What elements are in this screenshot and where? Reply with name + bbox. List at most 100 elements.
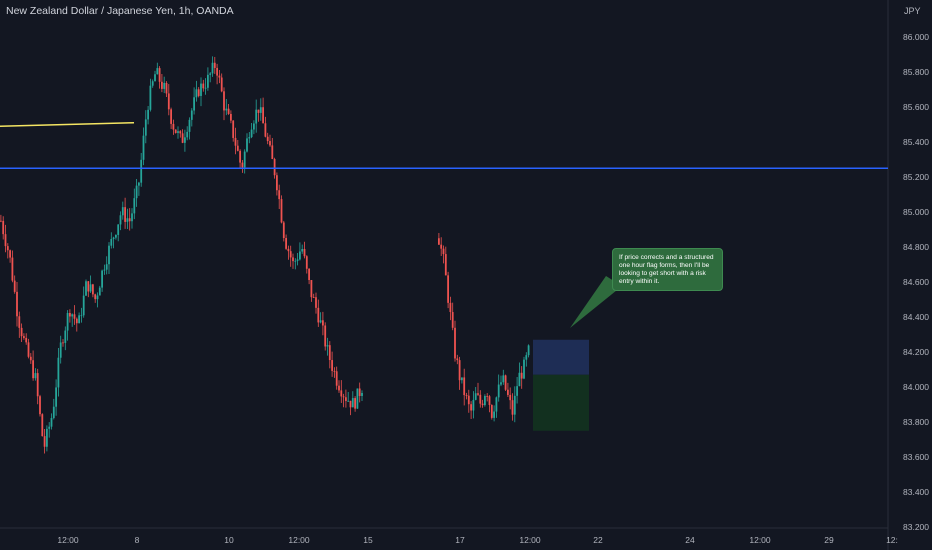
candle-body — [140, 159, 143, 183]
y-tick-label: 83.600 — [903, 452, 929, 462]
candle-body — [442, 248, 445, 255]
candle-body — [62, 342, 64, 344]
x-tick-label: 12:00 — [288, 535, 310, 545]
candle-body — [312, 297, 315, 298]
candle-body — [179, 131, 182, 134]
candle-body — [458, 360, 461, 381]
candle-body — [319, 320, 322, 323]
candle-body — [338, 385, 340, 391]
candle-body — [438, 238, 440, 245]
candle-body — [55, 387, 57, 407]
candle-body — [73, 314, 76, 319]
candle-body — [202, 83, 205, 89]
x-tick-label: 12:00 — [57, 535, 79, 545]
chart-title: New Zealand Dollar / Japanese Yen, 1h, O… — [6, 5, 234, 17]
candle-body — [193, 97, 195, 111]
candle-body — [20, 327, 23, 337]
y-tick-label: 83.800 — [903, 417, 929, 427]
candle-body — [502, 375, 505, 383]
candle-body — [71, 314, 74, 317]
candle-body — [105, 264, 108, 270]
x-tick-label: 12: — [886, 535, 898, 545]
candle-body — [520, 372, 523, 379]
candle-body — [184, 137, 186, 143]
candle-body — [177, 131, 179, 133]
candle-body — [477, 393, 479, 395]
x-tick-label: 12:00 — [519, 535, 541, 545]
candle-body — [484, 395, 486, 406]
candle-body — [18, 316, 21, 328]
candle-body — [282, 222, 285, 239]
annotation-callout[interactable]: If price corrects and a structured one h… — [612, 248, 723, 291]
candle-body — [131, 213, 133, 222]
candle-body — [465, 395, 468, 396]
y-tick-label: 83.200 — [903, 522, 929, 532]
candle-body — [101, 270, 103, 288]
candle-body — [204, 87, 207, 89]
candle-body — [472, 399, 475, 411]
trend-line — [0, 122, 135, 127]
candle-body — [158, 68, 161, 82]
candle-body — [305, 256, 308, 269]
candle-body — [331, 360, 333, 371]
candle-body — [117, 224, 120, 235]
candle-body — [110, 239, 113, 246]
x-tick-label: 24 — [685, 535, 695, 545]
candle-body — [197, 89, 200, 96]
y-tick-label: 85.400 — [903, 137, 929, 147]
candle-body — [239, 150, 241, 163]
candle-body — [133, 198, 136, 214]
candle-body — [292, 257, 294, 262]
candle-body — [518, 372, 521, 387]
candle-body — [57, 357, 60, 388]
y-tick-label: 85.800 — [903, 67, 929, 77]
candle-body — [345, 397, 347, 401]
candle-body — [356, 388, 359, 409]
candle-body — [108, 245, 110, 265]
candle-body — [328, 345, 331, 361]
candle-body — [262, 107, 264, 124]
candle-body — [147, 109, 149, 120]
candle-body — [354, 398, 356, 409]
candle-body — [516, 386, 518, 396]
candle-body — [190, 110, 193, 120]
candle-body — [11, 257, 14, 281]
candle-body — [172, 123, 175, 130]
candle-body — [195, 89, 198, 98]
candle-body — [154, 74, 156, 82]
candle-body — [264, 123, 267, 137]
candle-body — [144, 119, 147, 136]
candle-body — [4, 234, 7, 247]
candle-body — [280, 199, 283, 223]
candle-body — [326, 345, 329, 347]
candle-body — [227, 108, 230, 114]
candle-body — [241, 162, 244, 168]
candle-body — [85, 281, 87, 296]
y-tick-label: 85.200 — [903, 172, 929, 182]
candle-body — [39, 396, 41, 415]
candle-body — [89, 284, 92, 292]
candle-body — [156, 68, 159, 75]
candle-body — [16, 291, 18, 317]
x-tick-label: 22 — [593, 535, 603, 545]
candle-body — [296, 259, 299, 261]
candle-body — [186, 131, 189, 138]
y-tick-label: 86.000 — [903, 32, 929, 42]
candle-body — [96, 295, 99, 300]
candle-body — [500, 382, 502, 385]
y-tick-label: 83.400 — [903, 487, 929, 497]
candle-body — [119, 215, 122, 225]
candle-body — [87, 281, 90, 292]
candle-body — [103, 269, 106, 271]
candle-body — [75, 318, 78, 324]
candle-body — [488, 396, 491, 406]
candle-body — [223, 91, 225, 111]
candle-body — [43, 436, 46, 447]
candle-body — [181, 133, 184, 143]
candle-body — [440, 244, 443, 249]
x-tick-label: 10 — [224, 535, 234, 545]
candle-body — [511, 400, 514, 415]
candle-body — [463, 377, 466, 396]
